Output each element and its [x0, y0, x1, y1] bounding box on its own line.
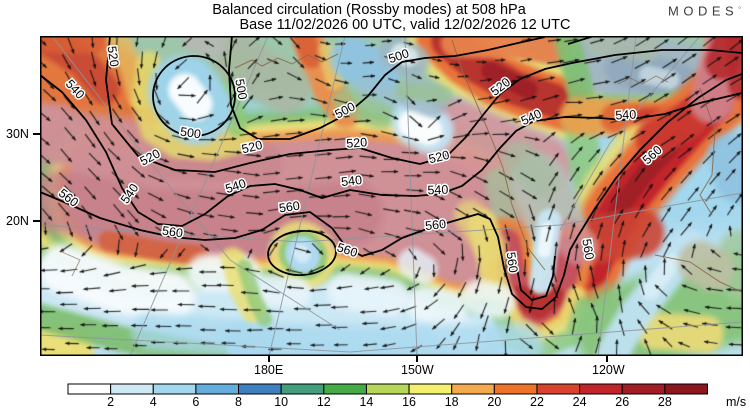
- svg-text:560: 560: [278, 199, 301, 216]
- svg-text:540: 540: [427, 183, 448, 198]
- svg-text:560: 560: [504, 251, 521, 274]
- svg-text:28: 28: [658, 395, 672, 408]
- svg-text:520: 520: [427, 148, 451, 167]
- svg-text:560: 560: [579, 238, 596, 261]
- svg-text:8: 8: [235, 395, 242, 408]
- svg-text:22: 22: [530, 395, 544, 408]
- svg-text:10: 10: [274, 395, 288, 408]
- svg-text:14: 14: [359, 395, 373, 408]
- svg-text:560: 560: [335, 240, 359, 260]
- svg-text:500: 500: [387, 46, 411, 66]
- svg-text:16: 16: [402, 395, 416, 408]
- svg-text:m/s: m/s: [726, 395, 746, 408]
- svg-text:18: 18: [445, 395, 459, 408]
- svg-text:520: 520: [240, 138, 264, 157]
- svg-text:540: 540: [224, 176, 248, 196]
- svg-text:500: 500: [232, 78, 249, 101]
- svg-text:24: 24: [573, 395, 587, 408]
- svg-text:560: 560: [161, 224, 184, 241]
- svg-text:540: 540: [615, 107, 637, 122]
- svg-text:12: 12: [317, 395, 331, 408]
- svg-text:4: 4: [150, 395, 157, 408]
- svg-text:520: 520: [488, 75, 513, 99]
- svg-text:520: 520: [346, 135, 368, 150]
- svg-text:20: 20: [487, 395, 501, 408]
- svg-text:540: 540: [340, 173, 362, 189]
- svg-text:520: 520: [105, 45, 122, 68]
- svg-text:520: 520: [138, 146, 163, 168]
- svg-text:540: 540: [519, 107, 544, 129]
- svg-text:560: 560: [424, 217, 446, 233]
- svg-text:500: 500: [333, 99, 358, 121]
- svg-text:2: 2: [107, 395, 114, 408]
- svg-text:500: 500: [179, 125, 202, 142]
- svg-text:26: 26: [615, 395, 629, 408]
- svg-text:560: 560: [56, 186, 81, 210]
- svg-text:6: 6: [192, 395, 199, 408]
